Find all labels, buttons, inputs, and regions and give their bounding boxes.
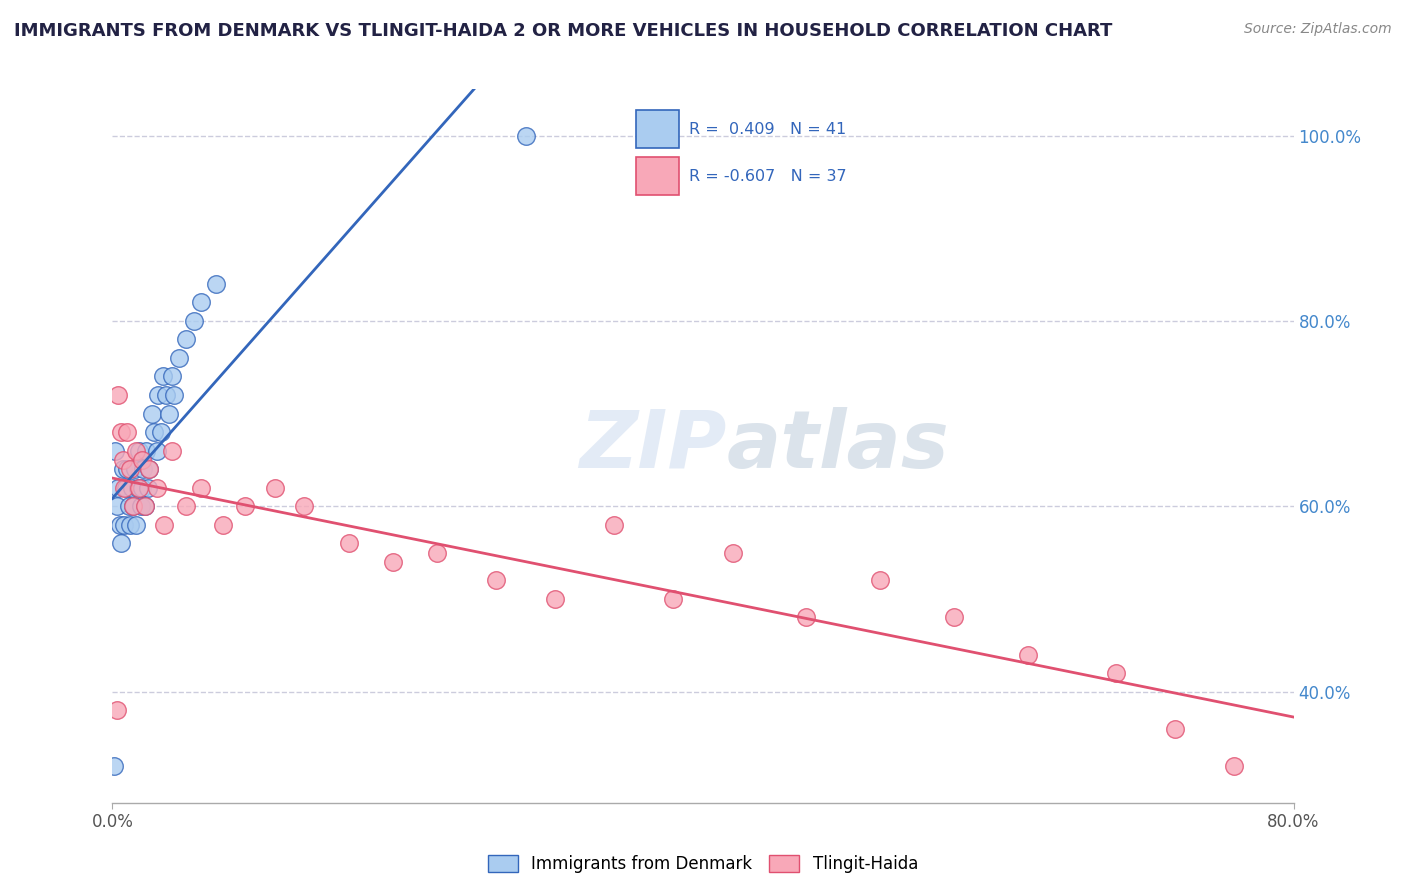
Bar	[636, 157, 679, 195]
Point	[138, 462, 160, 476]
Point	[111, 462, 134, 476]
Point	[111, 453, 134, 467]
Legend: Immigrants from Denmark, Tlingit-Haida: Immigrants from Denmark, Tlingit-Haida	[481, 848, 925, 880]
Text: IMMIGRANTS FROM DENMARK VS TLINGIT-HAIDA 2 OR MORE VEHICLES IN HOUSEHOLD CORRELA: IMMIGRANTS FROM DENMARK VS TLINGIT-HAIDA…	[14, 22, 1112, 40]
Point	[136, 481, 159, 495]
Point	[122, 500, 145, 514]
Point	[124, 462, 146, 476]
Point	[125, 443, 148, 458]
Text: R =  0.409   N = 41: R = 0.409 N = 41	[689, 122, 846, 137]
Point	[107, 388, 129, 402]
Point	[150, 425, 173, 439]
Point	[110, 425, 132, 439]
Point	[138, 462, 160, 476]
Text: atlas: atlas	[727, 407, 949, 485]
Point	[134, 500, 156, 514]
Point	[108, 517, 131, 532]
Point	[118, 500, 141, 514]
Point	[160, 443, 183, 458]
Point	[292, 500, 315, 514]
Point	[132, 462, 155, 476]
Point	[103, 758, 125, 772]
Point	[212, 517, 235, 532]
Point	[163, 388, 186, 402]
Text: ZIP: ZIP	[579, 407, 727, 485]
Point	[134, 500, 156, 514]
Point	[120, 462, 142, 476]
Point	[153, 517, 176, 532]
Point	[122, 500, 145, 514]
Point	[426, 545, 449, 559]
Point	[121, 481, 143, 495]
Point	[264, 481, 287, 495]
Point	[337, 536, 360, 550]
Point	[205, 277, 228, 291]
Point	[190, 481, 212, 495]
Point	[160, 369, 183, 384]
Point	[796, 610, 818, 624]
Point	[155, 388, 177, 402]
Point	[129, 500, 152, 514]
Point	[146, 443, 169, 458]
Point	[128, 481, 150, 495]
Point	[1223, 758, 1246, 772]
Point	[131, 481, 153, 495]
Point	[233, 500, 256, 514]
Point	[515, 128, 537, 143]
Point	[167, 351, 190, 365]
Point	[110, 536, 132, 550]
Point	[131, 453, 153, 467]
Point	[135, 443, 157, 458]
Point	[152, 369, 174, 384]
Point	[603, 517, 626, 532]
Point	[112, 517, 135, 532]
Point	[1164, 722, 1187, 736]
Point	[128, 443, 150, 458]
Point	[112, 481, 135, 495]
Point	[146, 481, 169, 495]
Point	[174, 500, 197, 514]
Point	[107, 481, 129, 495]
Point	[662, 591, 685, 606]
Point	[114, 481, 136, 495]
Point	[174, 333, 197, 347]
Point	[105, 703, 128, 717]
Point	[869, 574, 891, 588]
Point	[117, 425, 138, 439]
Point	[104, 443, 127, 458]
Point	[157, 407, 180, 421]
Text: Source: ZipAtlas.com: Source: ZipAtlas.com	[1244, 22, 1392, 37]
Point	[141, 407, 163, 421]
Point	[544, 591, 567, 606]
Point	[120, 517, 142, 532]
Point	[190, 295, 212, 310]
Point	[942, 610, 965, 624]
Point	[1017, 648, 1039, 662]
Point	[117, 462, 138, 476]
Point	[127, 481, 149, 495]
Point	[148, 388, 170, 402]
Point	[1105, 666, 1128, 681]
Text: R = -0.607   N = 37: R = -0.607 N = 37	[689, 169, 846, 184]
Point	[183, 314, 205, 328]
Point	[142, 425, 165, 439]
Point	[485, 574, 508, 588]
Point	[125, 517, 148, 532]
Point	[105, 500, 128, 514]
Point	[382, 555, 405, 569]
Point	[721, 545, 744, 559]
Bar	[636, 111, 679, 148]
